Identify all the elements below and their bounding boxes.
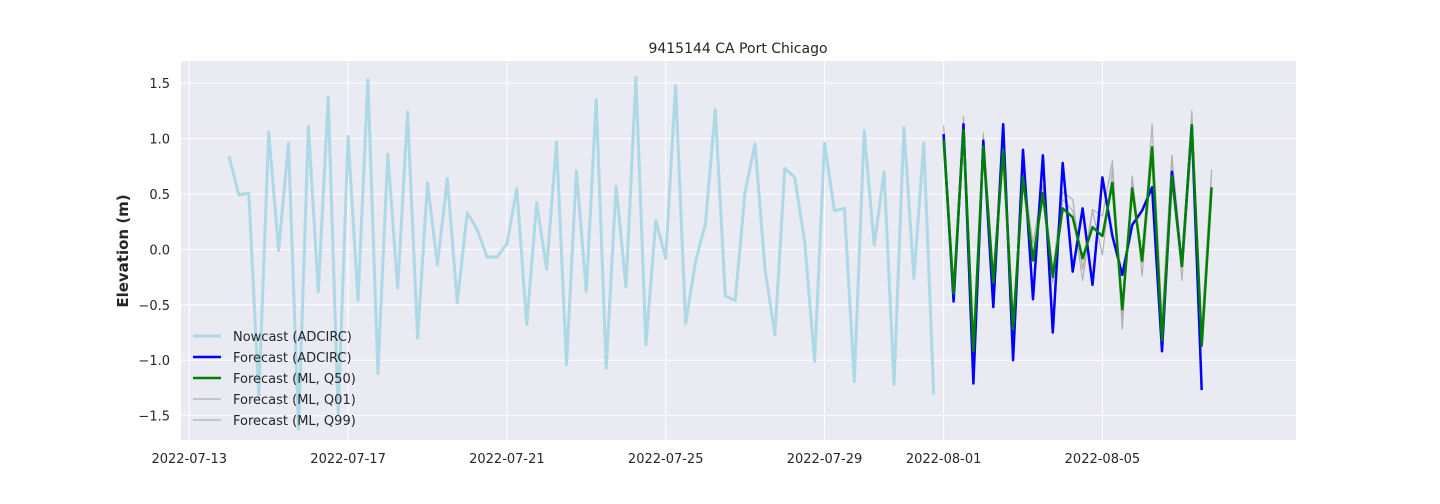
- x-tick-label: 2022-08-01: [906, 452, 982, 467]
- y-tick-label: 1.0: [149, 133, 170, 148]
- y-tick-labels: −1.5 −1.0 −0.5 0.0 0.5 1.0 1.5: [138, 77, 170, 424]
- legend: Nowcast (ADCIRC) Forecast (ADCIRC) Forecas…: [193, 330, 356, 429]
- series-line-0: [227, 76, 936, 431]
- y-tick-label: −1.5: [138, 410, 170, 425]
- x-tick-label: 2022-07-21: [469, 452, 545, 467]
- y-tick-label: 1.5: [149, 77, 170, 92]
- y-tick-label: −0.5: [138, 299, 170, 314]
- y-tick-label: −1.0: [138, 354, 170, 369]
- x-tick-label: 2022-07-29: [787, 452, 863, 467]
- x-tick-label: 2022-07-17: [310, 452, 386, 467]
- x-tick-label: 2022-07-13: [151, 452, 227, 467]
- legend-label: Forecast (ADCIRC): [233, 351, 352, 366]
- series-layer: [227, 76, 1213, 431]
- legend-label: Forecast (ML, Q99): [233, 414, 356, 429]
- x-tick-labels: 2022-07-13 2022-07-17 2022-07-21 2022-07-25…: [151, 452, 1140, 467]
- legend-label: Forecast (ML, Q50): [233, 372, 356, 387]
- y-tick-label: 0.5: [149, 188, 170, 203]
- legend-label: Nowcast (ADCIRC): [233, 330, 352, 345]
- x-tick-label: 2022-08-05: [1065, 452, 1141, 467]
- y-tick-label: 0.0: [149, 243, 170, 258]
- x-tick-label: 2022-07-25: [628, 452, 704, 467]
- y-axis-label: Elevation (m): [114, 194, 132, 307]
- legend-label: Forecast (ML, Q01): [233, 393, 356, 408]
- chart-title: 9415144 CA Port Chicago: [648, 41, 827, 57]
- series-line-2: [942, 124, 1213, 353]
